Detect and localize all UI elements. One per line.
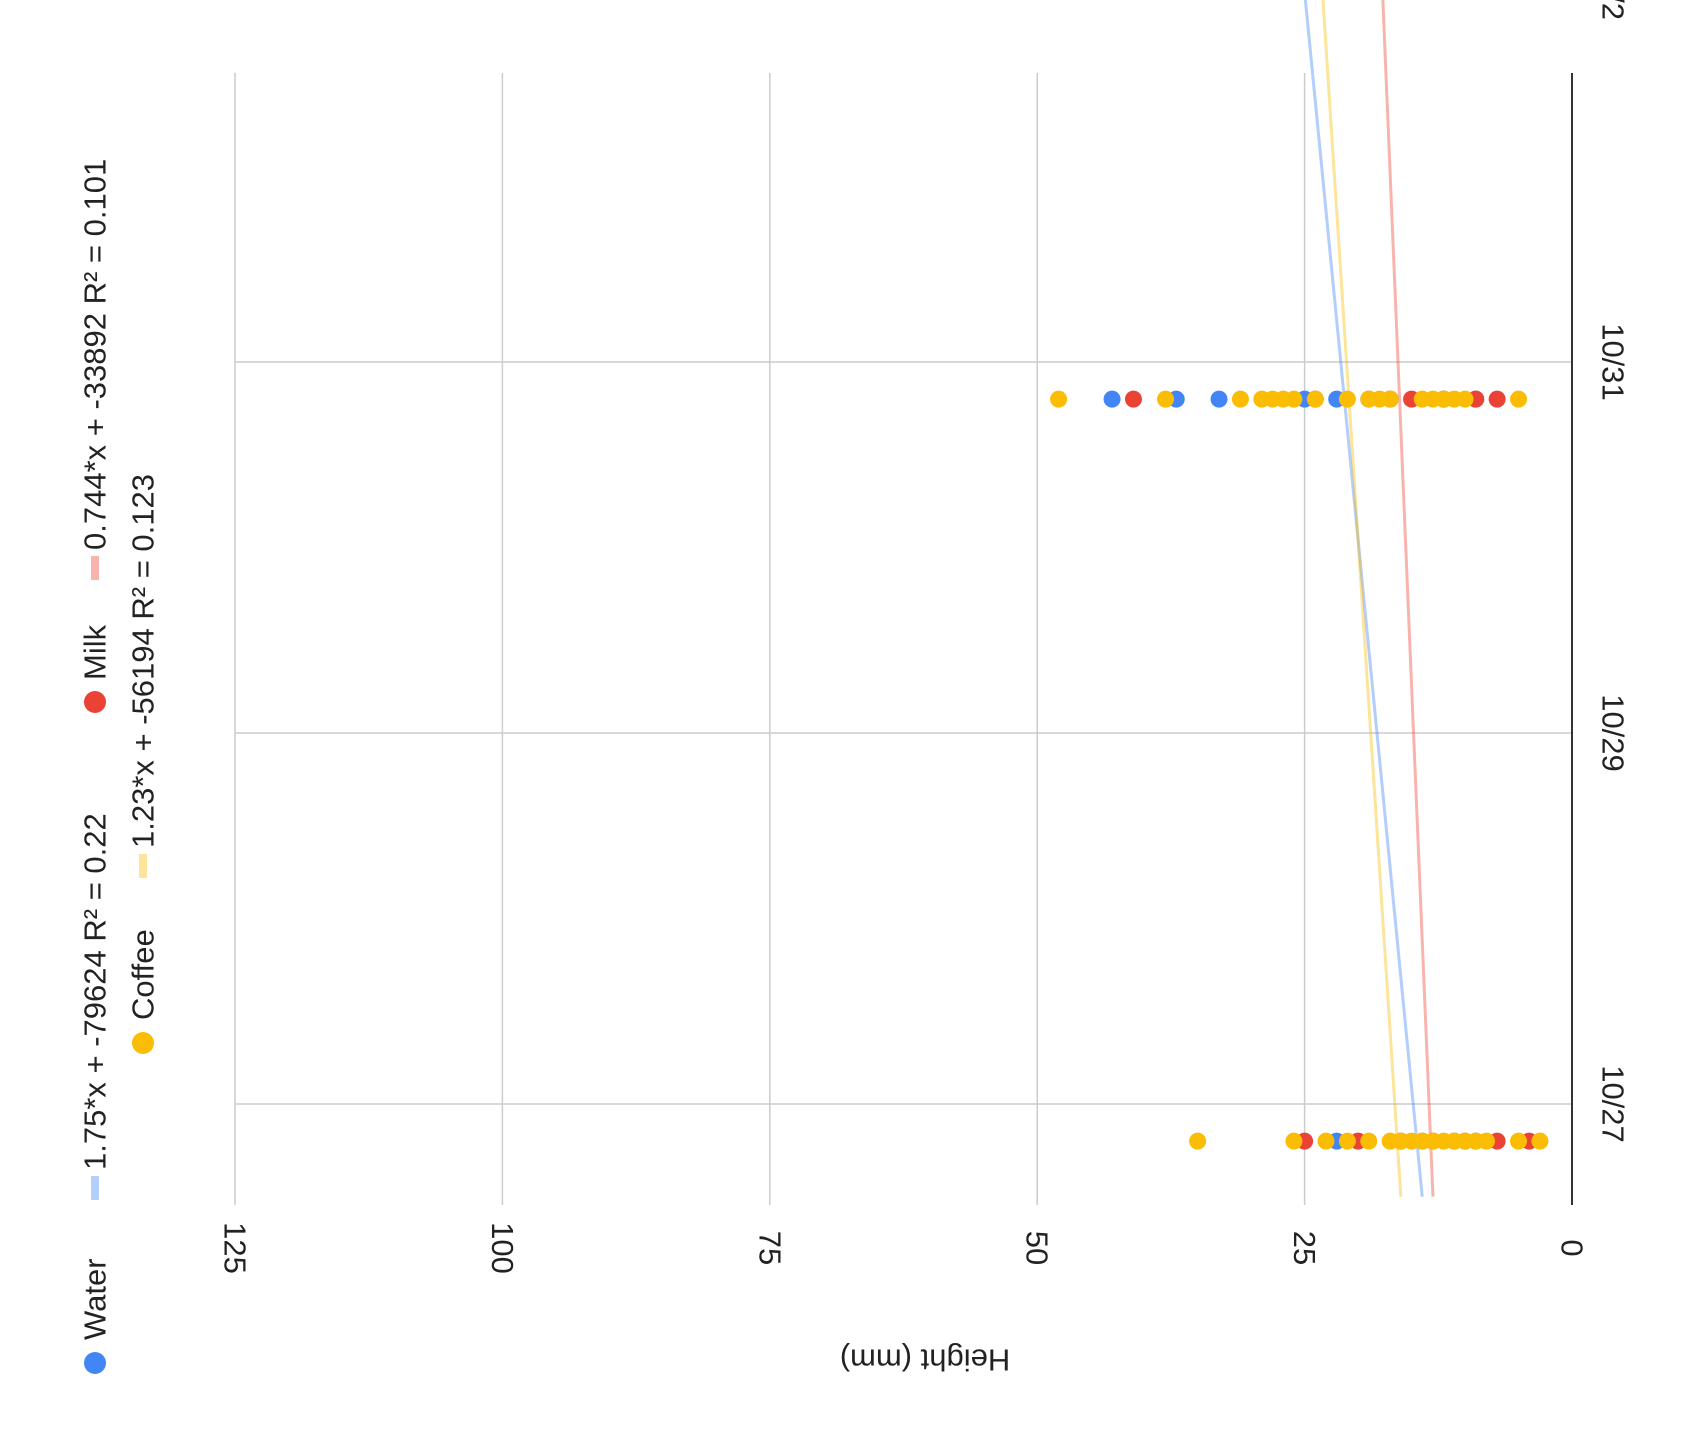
coffee_trend-legend-label: 1.23*x + -56194 R² = 0.123: [126, 474, 161, 848]
coffee-point: [1360, 1132, 1378, 1150]
coffee-point: [1338, 1132, 1356, 1150]
water-point: [1103, 390, 1121, 408]
gridlines: [234, 73, 1572, 1205]
milk-point: [1488, 390, 1506, 408]
data-points: [1050, 390, 1549, 1150]
coffee-legend-label: Coffee: [126, 929, 161, 1020]
milk-legend-marker: [84, 691, 106, 713]
coffee-point: [1531, 1132, 1549, 1150]
coffee-point: [1338, 390, 1356, 408]
coffee-point: [1285, 1132, 1303, 1150]
coffee-point: [1285, 390, 1303, 408]
coffee-trendline: [1321, 0, 1403, 1197]
coffee-point: [1306, 390, 1324, 408]
milk-point: [1124, 390, 1142, 408]
coffee-point: [1510, 390, 1528, 408]
value-tick-label: 125: [218, 1222, 253, 1274]
coffee-point: [1381, 390, 1399, 408]
coffee-point: [1510, 1132, 1528, 1150]
legend: Water 1.75*x + -79624 R² = 0.22 Milk 0.744*…: [78, 159, 161, 1374]
trendlines: [1303, 0, 1435, 1197]
milk-legend-label: Milk: [78, 624, 113, 680]
coffee-point: [1477, 1132, 1495, 1150]
date-tick-label: 10/27: [1596, 1065, 1631, 1143]
water-legend-marker: [84, 1352, 106, 1374]
water-point: [1210, 390, 1228, 408]
water_trend-legend-marker: [91, 1176, 99, 1200]
water-trendline: [1303, 0, 1424, 1197]
coffee-point: [1189, 1132, 1207, 1150]
y-axis-title: Height (mm): [840, 1343, 1011, 1378]
date-tick-label: 11/2: [1596, 0, 1631, 20]
water_trend-legend-label: 1.75*x + -79624 R² = 0.22: [78, 813, 113, 1170]
value-tick-label: 25: [1287, 1231, 1322, 1265]
y-axis-title-group: Height (mm): [840, 1343, 1011, 1378]
milk-trendline: [1381, 0, 1435, 1197]
coffee-point: [1157, 390, 1175, 408]
coffee-point: [1231, 390, 1249, 408]
coffee-point: [1050, 390, 1068, 408]
milk_trend-legend-marker: [91, 556, 99, 580]
coffee-legend-marker: [132, 1032, 154, 1054]
coffee-point: [1456, 390, 1474, 408]
date-tick-label: 10/29: [1596, 694, 1631, 772]
value-tick-label: 100: [485, 1222, 520, 1274]
value-tick-label: 75: [752, 1231, 787, 1265]
water-legend-label: Water: [78, 1258, 113, 1340]
value-tick-label: 0: [1555, 1239, 1590, 1256]
milk_trend-legend-label: 0.744*x + -33892 R² = 0.101: [78, 159, 113, 550]
value-tick-label: 50: [1020, 1231, 1055, 1265]
coffee-point: [1317, 1132, 1335, 1150]
date-tick-label: 10/31: [1596, 323, 1631, 401]
coffee_trend-legend-marker: [139, 854, 147, 878]
